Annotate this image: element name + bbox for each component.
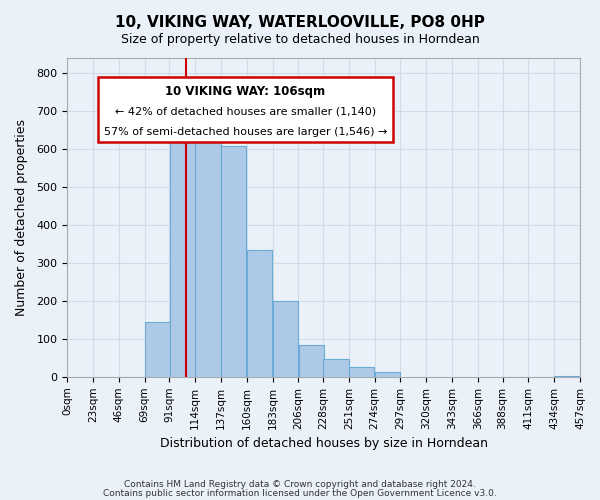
Bar [375, 372, 400, 377]
Bar [554, 376, 580, 377]
Text: 10, VIKING WAY, WATERLOOVILLE, PO8 0HP: 10, VIKING WAY, WATERLOOVILLE, PO8 0HP [115, 15, 485, 30]
Bar [170, 136, 195, 377]
FancyBboxPatch shape [98, 76, 393, 142]
Text: Contains HM Land Registry data © Crown copyright and database right 2024.: Contains HM Land Registry data © Crown c… [124, 480, 476, 489]
Text: ← 42% of detached houses are smaller (1,140): ← 42% of detached houses are smaller (1,… [115, 106, 376, 117]
Y-axis label: Number of detached properties: Number of detached properties [15, 118, 28, 316]
Text: 10 VIKING WAY: 106sqm: 10 VIKING WAY: 106sqm [166, 84, 325, 98]
Bar [247, 250, 272, 377]
Bar [349, 366, 374, 377]
Text: Size of property relative to detached houses in Horndean: Size of property relative to detached ho… [121, 32, 479, 46]
X-axis label: Distribution of detached houses by size in Horndean: Distribution of detached houses by size … [160, 437, 488, 450]
Bar [273, 301, 298, 377]
Bar [196, 136, 221, 377]
Text: Contains public sector information licensed under the Open Government Licence v3: Contains public sector information licen… [103, 489, 497, 498]
Bar [221, 146, 247, 377]
Bar [299, 346, 324, 377]
Text: 57% of semi-detached houses are larger (1,546) →: 57% of semi-detached houses are larger (… [104, 126, 387, 136]
Bar [145, 322, 170, 377]
Bar [323, 360, 349, 377]
